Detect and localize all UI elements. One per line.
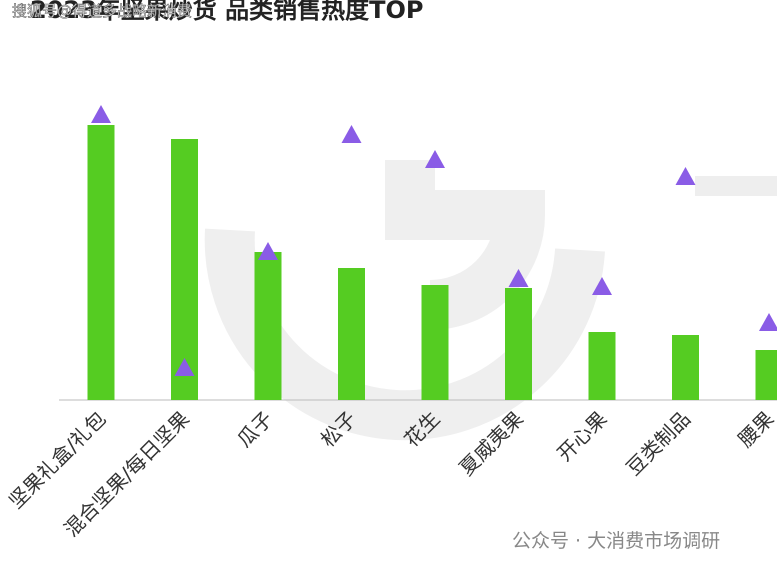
triangle-marker <box>508 269 529 287</box>
triangle-marker <box>759 313 777 331</box>
deco-bar <box>695 176 777 196</box>
triangle-marker <box>174 358 195 376</box>
triangle-marker <box>91 105 111 123</box>
x-tick-label: 开心果 <box>552 407 611 466</box>
x-tick-label: 腰果 <box>733 407 777 452</box>
bar <box>421 285 449 400</box>
chart-title: 2023年坚果炒货 品类销售热度TOP <box>30 0 424 24</box>
background-decoration <box>204 160 777 441</box>
x-tick-label: 豆类制品 <box>621 407 695 481</box>
bar <box>505 288 532 400</box>
triangle-marker <box>592 277 612 295</box>
triangle-marker <box>258 242 278 260</box>
bar <box>755 350 777 400</box>
bar <box>171 139 198 400</box>
footer: 公众号 · 大消费市场调研 <box>512 530 720 552</box>
bar <box>254 252 282 400</box>
bar <box>87 125 115 400</box>
triangle-marker <box>341 125 362 143</box>
watermark: 搜狐号@得道多战略新消费 <box>12 2 192 20</box>
deco-arc <box>204 228 605 441</box>
x-tick-label: 瓜子 <box>232 407 277 452</box>
deco-arc <box>385 160 546 330</box>
triangle-marker <box>675 167 696 185</box>
bar <box>588 332 616 400</box>
triangle-marker <box>425 150 445 168</box>
bar <box>672 335 699 400</box>
bar <box>338 268 365 400</box>
